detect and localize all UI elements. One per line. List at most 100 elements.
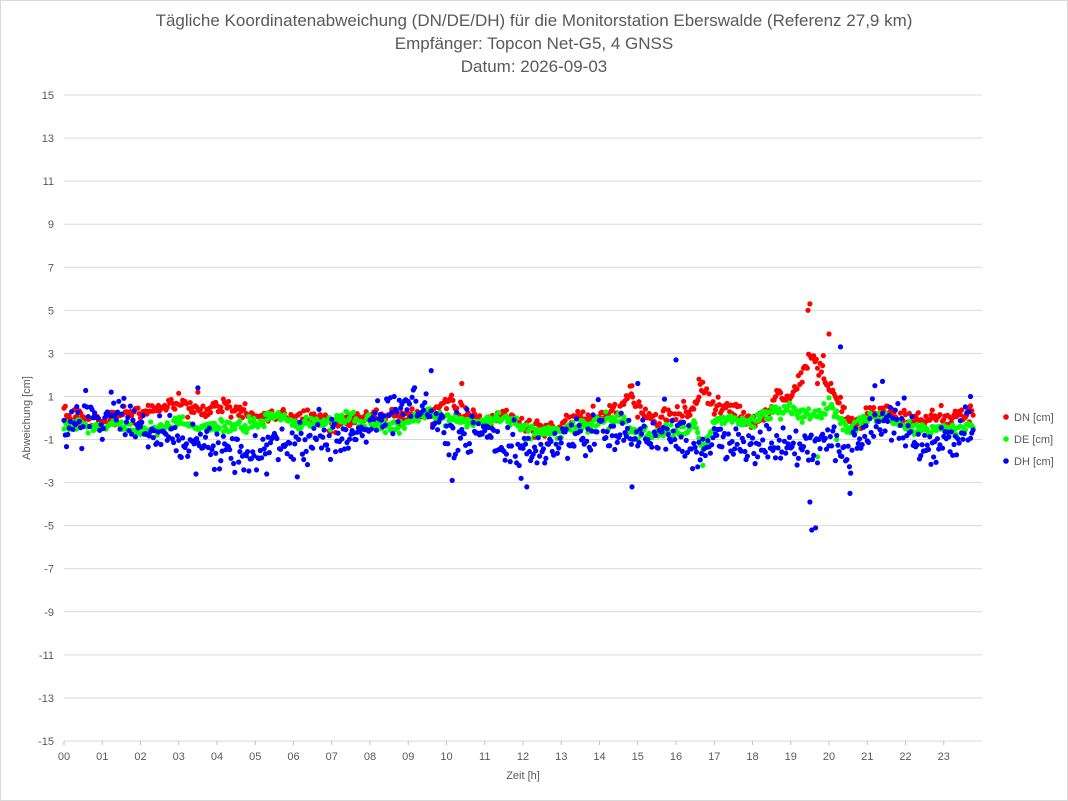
data-point	[171, 439, 177, 446]
data-point	[118, 411, 124, 417]
data-point	[216, 425, 223, 431]
y-tick-labels: 15 13 11 9 7 5 3 1 -1 -3 -5 -7 -9 -11 -13 -15	[38, 90, 54, 748]
data-point	[552, 430, 558, 436]
data-point	[61, 426, 67, 432]
data-point	[695, 429, 701, 436]
data-point	[494, 428, 501, 435]
data-point	[869, 396, 876, 402]
data-point	[216, 466, 223, 472]
data-point-outlier	[872, 383, 878, 389]
data-point	[129, 431, 135, 437]
data-point	[511, 417, 517, 423]
data-point	[537, 453, 543, 459]
data-point	[70, 426, 76, 432]
data-point	[697, 457, 703, 463]
data-point	[130, 417, 136, 423]
data-point	[457, 435, 464, 441]
data-point	[700, 436, 706, 442]
data-point	[839, 409, 845, 415]
data-point	[547, 431, 553, 437]
data-point	[640, 417, 646, 423]
data-point	[205, 444, 211, 450]
data-point	[735, 431, 742, 437]
data-point	[450, 397, 456, 403]
data-point	[623, 433, 629, 439]
x-tick-label: 08	[364, 751, 376, 763]
data-point	[220, 433, 226, 439]
x-tick-label: 10	[440, 751, 452, 763]
data-point	[962, 427, 969, 433]
data-point	[897, 410, 904, 416]
data-point	[311, 425, 317, 431]
data-point	[794, 462, 800, 468]
data-point	[214, 431, 220, 437]
data-point	[409, 406, 415, 412]
data-point	[395, 419, 401, 425]
data-point	[275, 457, 281, 463]
data-point	[236, 459, 242, 465]
x-axis-label: Zeit [h]	[506, 770, 540, 782]
y-tick-label: -9	[44, 607, 54, 619]
data-point	[794, 386, 800, 392]
data-point	[589, 428, 595, 434]
data-point	[693, 425, 700, 431]
data-point-outlier	[700, 462, 706, 468]
data-point	[466, 441, 472, 447]
data-point	[822, 435, 828, 441]
data-point	[320, 434, 326, 440]
data-point	[905, 423, 911, 429]
data-point	[959, 407, 965, 413]
data-point	[264, 442, 270, 448]
data-point	[218, 458, 224, 464]
data-point	[219, 409, 225, 415]
data-point	[413, 398, 419, 404]
data-point	[653, 411, 659, 418]
data-point	[318, 445, 325, 451]
data-point	[751, 450, 757, 457]
data-point	[450, 425, 456, 431]
data-point	[901, 395, 907, 401]
data-point	[146, 433, 152, 439]
data-point	[210, 443, 216, 449]
data-point	[394, 409, 400, 415]
data-point	[851, 419, 858, 425]
data-point	[526, 448, 533, 455]
data-point	[691, 440, 697, 446]
data-point	[786, 434, 793, 440]
data-point	[208, 409, 214, 416]
data-point	[704, 386, 710, 392]
data-point	[841, 405, 847, 411]
data-point	[303, 414, 309, 420]
x-tick-label: 00	[58, 751, 70, 763]
data-point	[304, 462, 311, 468]
data-point-outlier	[459, 380, 465, 387]
data-point	[176, 437, 182, 443]
data-point	[400, 412, 406, 418]
data-point	[461, 431, 467, 437]
data-point	[877, 427, 883, 433]
data-point-outlier	[696, 376, 702, 382]
x-tick-label: 23	[938, 751, 950, 763]
data-point	[137, 423, 144, 430]
data-point	[816, 407, 822, 413]
data-point	[333, 449, 339, 455]
data-point-outlier	[195, 385, 201, 391]
data-point	[668, 422, 674, 428]
data-point	[92, 410, 98, 416]
data-point	[868, 429, 874, 436]
y-tick-label: 13	[42, 133, 54, 145]
data-point	[946, 434, 952, 440]
data-point	[882, 428, 888, 434]
data-point	[933, 459, 939, 465]
data-point	[867, 416, 873, 422]
data-point	[590, 403, 596, 409]
data-point	[692, 420, 698, 426]
data-point	[524, 422, 530, 428]
data-point	[792, 451, 798, 457]
data-point	[797, 441, 803, 447]
data-point	[278, 446, 284, 452]
data-point	[292, 418, 298, 424]
data-point	[679, 448, 686, 454]
data-point	[111, 400, 117, 406]
y-tick-label: -7	[44, 564, 54, 576]
